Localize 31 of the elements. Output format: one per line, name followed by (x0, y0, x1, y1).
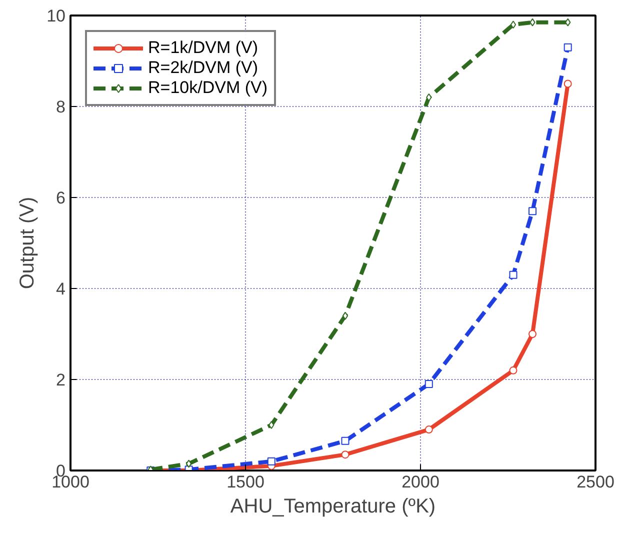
point (424, 380, 433, 388)
point (565, 18, 571, 26)
point (424, 426, 433, 434)
y-tick-label: 8 (56, 98, 66, 116)
point (342, 312, 348, 320)
legend-label: R=2k/DVM (V) (148, 58, 258, 78)
point (186, 460, 192, 468)
point (564, 80, 572, 88)
point (426, 93, 432, 102)
y-axis-title: Output (V) (16, 196, 39, 290)
y-tick-label: 6 (56, 188, 66, 208)
point (509, 270, 518, 279)
y-tick-label: 2 (56, 370, 66, 390)
point (509, 366, 518, 374)
point (341, 450, 350, 459)
legend-label: R=1k/DVM (V) (148, 38, 258, 58)
point (528, 330, 536, 338)
point (530, 18, 536, 26)
x-tick-label: 2000 (402, 472, 440, 492)
point (268, 421, 274, 429)
point (564, 43, 572, 52)
x-tick-label: 2500 (576, 472, 614, 492)
point (341, 436, 350, 445)
point (510, 20, 516, 29)
point (267, 457, 276, 466)
y-tick-label: 4 (56, 280, 66, 298)
x-axis-title: AHU_Temperature (ºK) (230, 496, 436, 518)
point (528, 207, 536, 216)
x-tick-label: 1500 (226, 472, 264, 492)
y-tick-label: 10 (46, 6, 66, 26)
legend-label: R=10k/DVM (V) (148, 78, 268, 98)
